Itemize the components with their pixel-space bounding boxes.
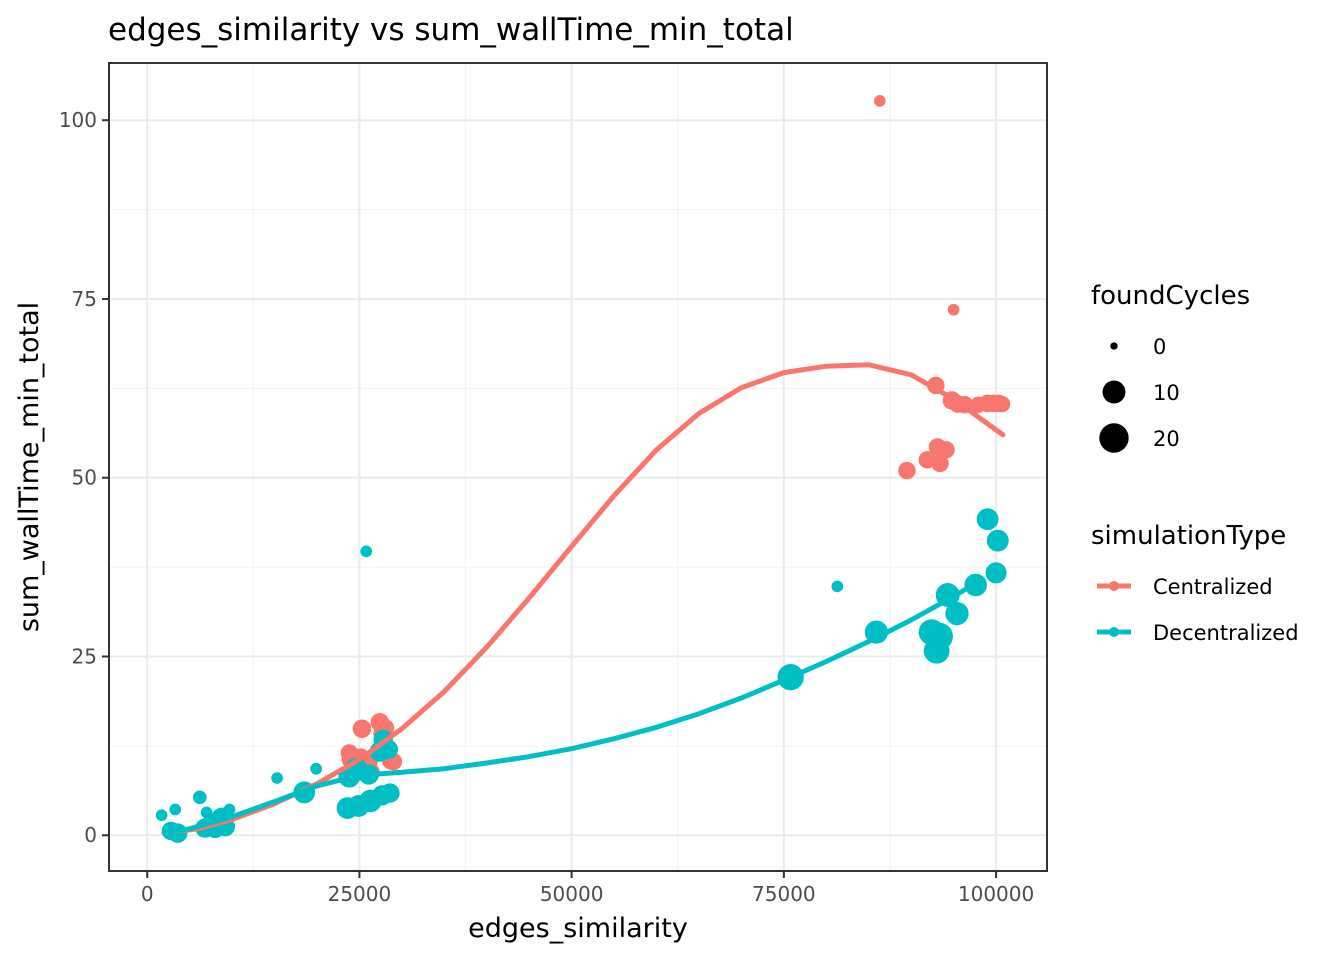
y-tick-label: 100 bbox=[59, 108, 97, 132]
data-point-decentralized bbox=[155, 809, 168, 822]
data-point-decentralized bbox=[923, 637, 950, 664]
y-axis-title: sum_wallTime_min_total bbox=[14, 302, 45, 632]
y-axis: 0 25 50 75 100 bbox=[59, 108, 109, 847]
data-point-decentralized bbox=[271, 772, 283, 784]
x-axis: 0 25000 50000 75000 100000 bbox=[141, 871, 1034, 906]
data-point-decentralized bbox=[945, 601, 969, 626]
x-tick-label: 25000 bbox=[328, 882, 392, 906]
size-legend-label: 10 bbox=[1153, 381, 1180, 405]
size-legend-title: foundCycles bbox=[1091, 281, 1250, 311]
panel-background bbox=[109, 63, 1047, 871]
color-legend-dot bbox=[1109, 581, 1119, 591]
color-legend: simulationType Centralized Decentralized bbox=[1091, 521, 1299, 645]
data-point-decentralized bbox=[193, 790, 207, 805]
size-legend-key bbox=[1110, 342, 1118, 350]
trend-lines bbox=[161, 362, 1006, 836]
data-point-centralized bbox=[947, 303, 960, 316]
size-legend-label: 0 bbox=[1153, 335, 1166, 359]
data-point-decentralized bbox=[360, 545, 373, 558]
color-legend-label: Decentralized bbox=[1153, 621, 1299, 645]
data-point-decentralized bbox=[169, 803, 182, 816]
color-legend-dot bbox=[1109, 627, 1119, 637]
color-legend-label: Centralized bbox=[1153, 575, 1273, 599]
y-tick-label: 50 bbox=[72, 466, 97, 490]
x-axis-title: edges_similarity bbox=[468, 913, 688, 944]
data-point-decentralized bbox=[831, 580, 844, 593]
data-point-decentralized bbox=[310, 762, 322, 775]
data-point-centralized bbox=[898, 461, 916, 480]
panel-border bbox=[108, 62, 1048, 872]
plot-area bbox=[108, 62, 1048, 872]
data-point-centralized bbox=[931, 454, 949, 473]
y-tick-label: 75 bbox=[72, 287, 97, 311]
chart-title: edges_similarity vs sum_wallTime_min_tot… bbox=[108, 12, 794, 48]
size-legend-key bbox=[1102, 380, 1126, 404]
data-point-centralized bbox=[937, 441, 955, 459]
data-point-centralized bbox=[993, 395, 1011, 413]
x-tick-label: 100000 bbox=[958, 882, 1034, 906]
data-point-decentralized bbox=[985, 562, 1007, 584]
x-tick-label: 0 bbox=[141, 882, 154, 906]
trend-line-decentralized bbox=[161, 583, 974, 836]
x-tick-label: 50000 bbox=[540, 882, 604, 906]
data-point-decentralized bbox=[964, 573, 987, 597]
size-legend-key bbox=[1099, 423, 1129, 453]
color-legend-title: simulationType bbox=[1091, 521, 1286, 551]
y-tick-label: 25 bbox=[72, 644, 97, 668]
size-legend-label: 20 bbox=[1153, 427, 1180, 451]
size-legend: foundCycles 0 10 20 bbox=[1091, 281, 1250, 453]
data-point-centralized bbox=[873, 95, 886, 107]
data-point-centralized bbox=[352, 719, 372, 738]
grid-minor bbox=[109, 63, 1047, 871]
data-point-decentralized bbox=[976, 508, 999, 531]
y-tick-label: 0 bbox=[84, 823, 97, 847]
data-point-decentralized bbox=[380, 783, 400, 803]
x-tick-label: 75000 bbox=[752, 882, 816, 906]
data-point-decentralized bbox=[986, 529, 1009, 552]
